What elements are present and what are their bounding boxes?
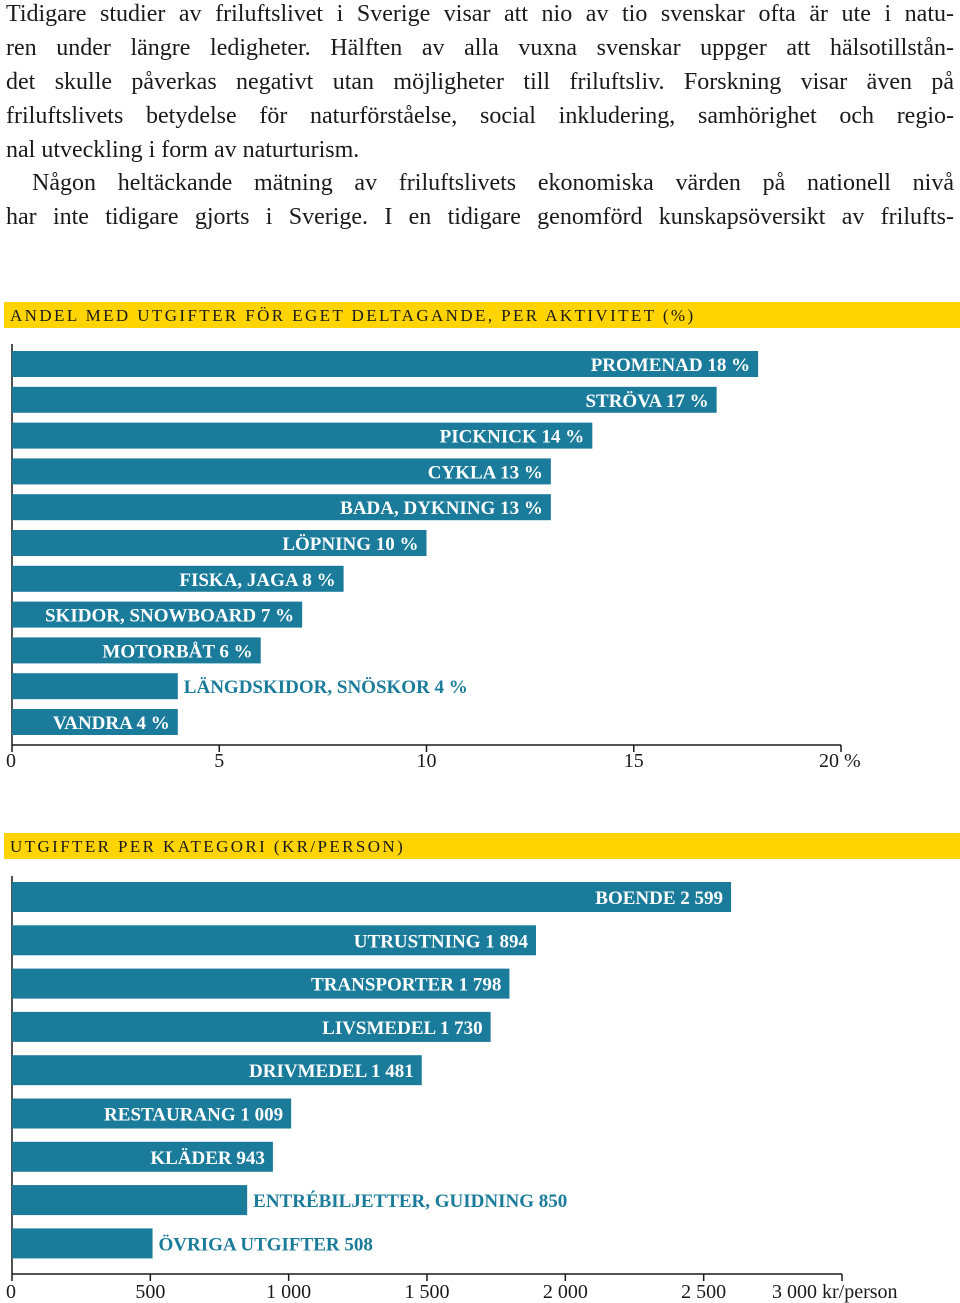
bar (12, 968, 510, 999)
bar-label: ÖVRIGA UTGIFTER 508 (159, 1234, 373, 1255)
paragraph-line: Någon heltäckande mätning av friluftsliv… (32, 170, 954, 196)
x-tick-label: 15 (624, 750, 644, 772)
x-tick-label: 5 (214, 750, 224, 772)
bar (12, 637, 261, 664)
bar (12, 1141, 273, 1172)
bar (12, 925, 537, 956)
bar-label: CYKLA 13 % (428, 462, 543, 483)
bar-label: UTRUSTNING 1 894 (354, 931, 529, 952)
paragraph-line: friluftslivets betydelse för naturförstå… (6, 103, 954, 129)
bar-label: PICKNICK 14 % (440, 427, 585, 448)
bar (12, 601, 303, 628)
bar (12, 494, 551, 521)
x-tick-label: 10 (417, 750, 437, 772)
bar (12, 458, 551, 485)
bar (12, 1055, 422, 1086)
bar (12, 882, 732, 912)
bar-label: KLÄDER 943 (150, 1148, 265, 1169)
bar (12, 1011, 491, 1042)
bar (12, 1185, 248, 1216)
x-tick-label: 1 500 (405, 1281, 450, 1303)
bar-label: FISKA, JAGA 8 % (179, 570, 335, 591)
bar (12, 351, 759, 377)
chart-1-title: ANDEL MED UTGIFTER FÖR EGET DELTAGANDE, … (4, 302, 960, 328)
bar (12, 422, 593, 449)
paragraph-line: ren under längre ledigheter. Hälften av … (6, 35, 954, 61)
bar-label: RESTAURANG 1 009 (104, 1105, 283, 1126)
bar-label: STRÖVA 17 % (585, 391, 708, 412)
x-tick-label: 0 (6, 750, 16, 772)
x-tick-label: 2 500 (681, 1281, 726, 1303)
bar-label: DRIVMEDEL 1 481 (249, 1061, 414, 1082)
x-tick-label: 2 000 (543, 1281, 588, 1303)
bar-label: BADA, DYKNING 13 % (340, 498, 543, 519)
body-paragraph-2: Någon heltäckande mätning av friluftsliv… (6, 166, 954, 234)
x-tick-label: 20 % (819, 750, 861, 772)
x-tick-label: 500 (135, 1281, 165, 1303)
bar (12, 673, 178, 700)
bar-label: BOENDE 2 599 (595, 888, 723, 909)
bar (12, 709, 178, 735)
bar-label: MOTORBÅT 6 % (102, 641, 252, 662)
x-tick-label: 3 000 kr/person (772, 1281, 898, 1303)
body-paragraph-1: Tidigare studier av friluftslivet i Sver… (6, 0, 954, 167)
x-tick-label: 0 (6, 1281, 16, 1303)
bar (12, 1228, 153, 1259)
bar-label: LÖPNING 10 % (282, 534, 418, 555)
paragraph-line: det skulle påverkas negativt utan möjlig… (6, 69, 954, 95)
bar (12, 386, 717, 413)
paragraph-line: Tidigare studier av friluftslivet i Sver… (6, 1, 954, 27)
bar-label: TRANSPORTER 1 798 (311, 975, 501, 996)
expense-category-chart: BOENDE 2 599 UTRUSTNING 1 894 TRANSPORTER … (6, 876, 898, 1303)
chart-2-title: UTGIFTER PER KATEGORI (KR/PERSON) (4, 833, 960, 859)
bar-label: LÄNGDSKIDOR, SNÖSKOR 4 % (184, 677, 468, 698)
bar-label: VANDRA 4 % (53, 713, 170, 734)
bar (12, 530, 427, 556)
bar (12, 565, 344, 592)
bar-label: SKIDOR, SNOWBOARD 7 % (45, 606, 294, 627)
activity-share-chart: PROMENAD 18 % STRÖVA 17 %PICKNICK 14 % CYK… (6, 344, 861, 772)
bar-label: LIVSMEDEL 1 730 (322, 1018, 482, 1039)
bar-label: ENTRÉBILJETTER, GUIDNING 850 (253, 1190, 567, 1212)
bar-label: PROMENAD 18 % (591, 355, 750, 376)
x-tick-label: 1 000 (266, 1281, 311, 1303)
paragraph-line: nal utveckling i form av naturturism. (6, 137, 360, 163)
paragraph-line: har inte tidigare gjorts i Sverige. I en… (6, 204, 954, 230)
bar (12, 1098, 292, 1129)
